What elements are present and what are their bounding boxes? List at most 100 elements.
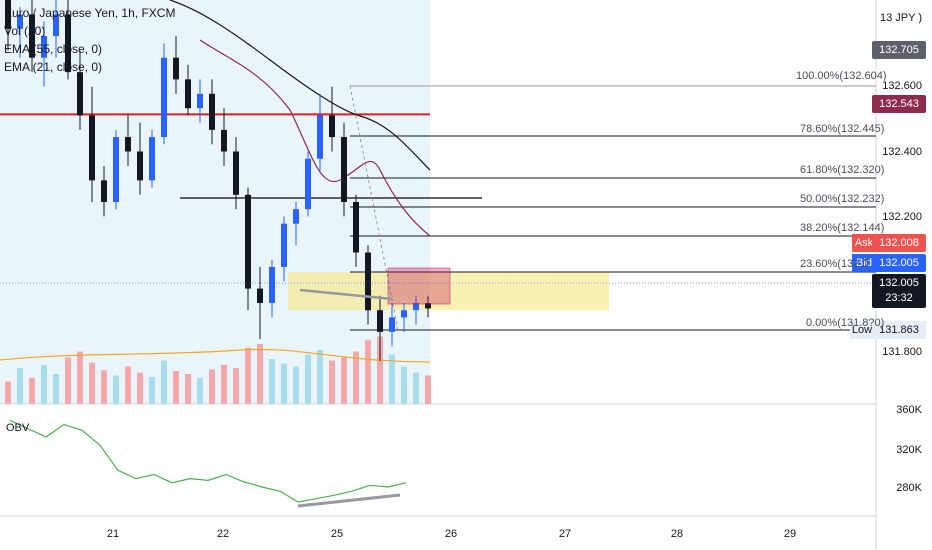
- volume-bar: [173, 371, 179, 404]
- volume-bar: [197, 377, 203, 404]
- candle-body: [389, 317, 395, 332]
- currency-label[interactable]: 13 JPY ): [880, 12, 922, 24]
- volume-bar: [101, 370, 107, 404]
- last-price-value: 132.005: [879, 277, 919, 289]
- volume-bar: [209, 369, 215, 404]
- candle-body: [305, 158, 311, 210]
- ask-price-tag[interactable]: 132.008: [872, 234, 926, 252]
- candle-body: [221, 129, 227, 152]
- volume-bar: [233, 368, 239, 404]
- obv-tick: 280K: [896, 482, 922, 494]
- ema55-line: [169, 0, 431, 171]
- candle-body: [401, 310, 407, 318]
- ema55-price-tag: 132.705: [872, 41, 926, 59]
- candle-body: [425, 303, 431, 309]
- fib-label-786: 78.60%(132.445): [800, 123, 885, 135]
- fib-label-0: 0.00%(131.8?0): [806, 317, 885, 329]
- volume-bar: [161, 360, 167, 404]
- candle-body: [5, 0, 11, 29]
- volume-bar: [293, 366, 299, 404]
- volume-bar: [77, 351, 83, 404]
- volume-bar: [113, 375, 119, 404]
- candle-body: [173, 57, 179, 80]
- x-tick: 26: [444, 528, 458, 540]
- candle-body: [65, 14, 71, 73]
- fib-label-50: 50.00%(132.232): [800, 193, 885, 205]
- candle-body: [149, 137, 155, 181]
- candle-body: [197, 93, 203, 109]
- price-tick: 132.200: [882, 211, 922, 223]
- bid-label[interactable]: Bid: [852, 254, 876, 272]
- volume-bar: [413, 372, 419, 404]
- volume-indicator-label[interactable]: Vol (20): [4, 24, 46, 38]
- obv-tick: 320K: [896, 444, 922, 456]
- volume-bar: [341, 357, 347, 404]
- candle-body: [17, 14, 23, 29]
- candle-body: [365, 252, 371, 311]
- obv-tick: 360K: [896, 404, 922, 416]
- price-tick: 132.400: [882, 146, 922, 158]
- volume-bar: [53, 374, 59, 404]
- x-tick: 25: [330, 528, 344, 540]
- consolidation-box: [387, 267, 451, 305]
- divergence-line-price: [299, 288, 393, 301]
- bid-price-tag[interactable]: 132.005: [872, 254, 926, 272]
- volume-bar: [257, 344, 263, 404]
- candle-body: [125, 137, 131, 152]
- candle-body: [101, 180, 107, 202]
- candle-body: [257, 288, 263, 303]
- chart-legend: Euro / Japanese Yen, 1h, FXCM Vol (20) E…: [4, 4, 175, 76]
- ema21-label[interactable]: EMA (21, close, 0): [4, 60, 103, 74]
- candle-body: [77, 72, 83, 116]
- volume-bar: [149, 377, 155, 404]
- candle-body: [353, 202, 359, 253]
- volume-bar: [41, 365, 47, 404]
- volume-bar: [29, 377, 35, 404]
- volume-bar: [65, 357, 71, 404]
- candle-body: [53, 14, 59, 37]
- volume-bar: [365, 340, 371, 404]
- candle-body: [245, 194, 251, 289]
- symbol-title[interactable]: Euro / Japanese Yen, 1h, FXCM: [4, 6, 176, 20]
- price-tick: 131.800: [882, 346, 922, 358]
- obv-line: [9, 419, 407, 503]
- volume-bar: [329, 360, 335, 404]
- fib-label-618: 61.80%(132.320): [800, 164, 885, 176]
- ema55-label[interactable]: EMA (55, close, 0): [4, 42, 103, 56]
- x-tick: 29: [783, 528, 797, 540]
- x-tick: 21: [106, 528, 120, 540]
- low-price-tag: 131.863: [872, 321, 926, 339]
- candle-body: [413, 303, 419, 311]
- candle-body: [377, 310, 383, 332]
- ask-label[interactable]: Ask: [852, 234, 876, 252]
- candle-body: [137, 151, 143, 181]
- x-tick: 28: [670, 528, 684, 540]
- volume-bar: [389, 354, 395, 404]
- candle-body: [293, 209, 299, 224]
- volume-bar: [377, 336, 383, 404]
- volume-bar: [5, 381, 11, 404]
- candle-body: [41, 36, 47, 58]
- candle-body: [269, 266, 275, 303]
- red-line-price-tag: 132.543: [872, 95, 926, 113]
- volume-bar: [353, 351, 359, 404]
- low-label[interactable]: Low: [850, 321, 874, 339]
- candle-body: [317, 115, 323, 159]
- candle-body: [185, 79, 191, 109]
- volume-bar: [221, 365, 227, 404]
- fib-label-100: 100.00%(132.604): [796, 70, 887, 82]
- fib-label-236: 23.60%(132.0: [800, 258, 869, 270]
- obv-indicator-label[interactable]: OBV: [6, 422, 30, 434]
- ema21-line: [199, 39, 431, 237]
- volume-bar: [425, 375, 431, 404]
- volume-bar: [125, 366, 131, 404]
- x-tick: 22: [216, 528, 230, 540]
- candle-body: [329, 115, 335, 138]
- volume-bar: [245, 347, 251, 404]
- fib-label-382: 38.20%(132.144): [800, 222, 885, 234]
- bar-countdown: 23:32: [885, 292, 913, 304]
- last-price-tag: 132.005 23:32: [872, 274, 926, 308]
- candle-body: [281, 223, 287, 267]
- price-tick: 132.600: [882, 80, 922, 92]
